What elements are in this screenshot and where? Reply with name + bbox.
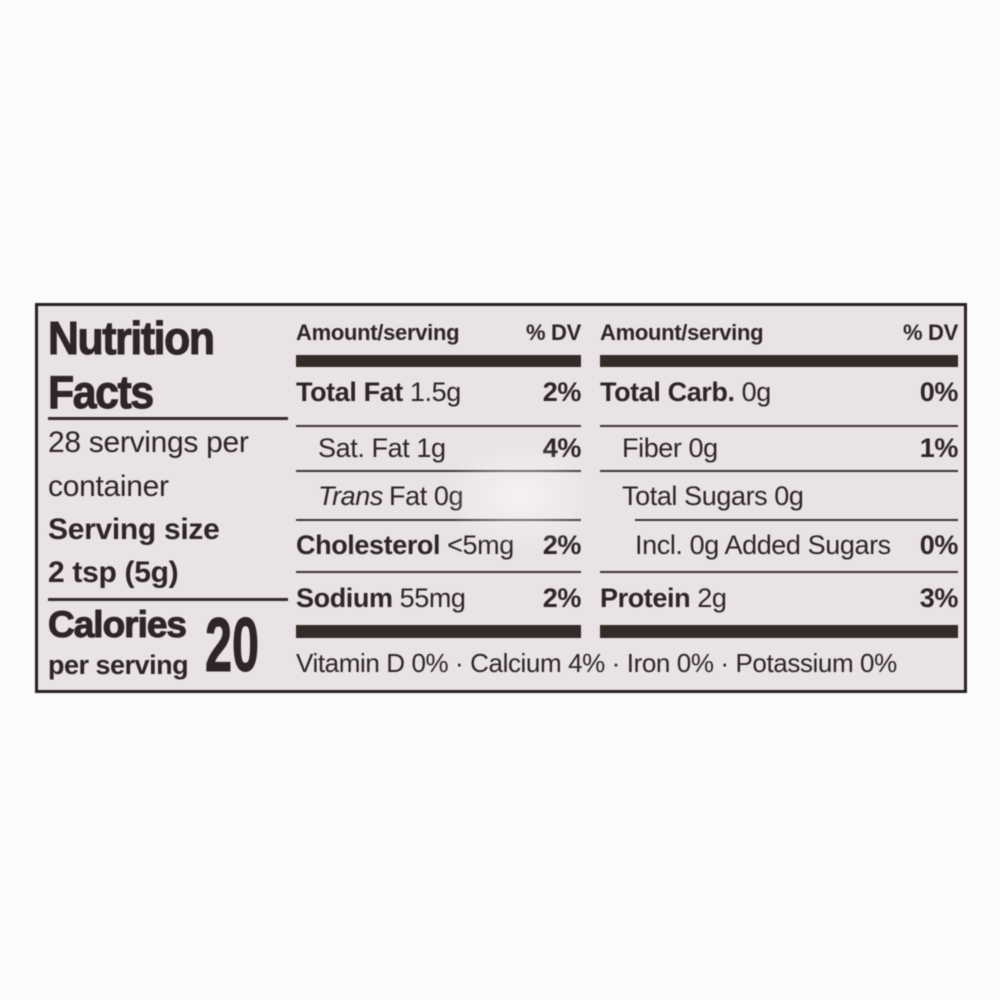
footer-bar [600, 625, 958, 638]
row-separator [296, 470, 581, 472]
nutrient-name-and-amount: Fiber 0g [622, 433, 718, 463]
row-total-fat: Total Fat 1.5g 2% [296, 377, 581, 407]
label-summary-column: Nutrition Facts 28 servings per containe… [47, 306, 288, 690]
nutrient-column-1: Amount/serving % DV Total Fat 1.5g 2% Sat… [296, 306, 581, 690]
header-bar [600, 355, 958, 367]
label-title-line2: Facts [48, 366, 155, 418]
row-separator [600, 571, 958, 573]
column-header-amount: Amount/serving [600, 320, 764, 345]
nutrient-name-and-amount: Trans Fat 0g [318, 481, 464, 511]
calories-per-serving-label: per serving [48, 650, 189, 680]
row-cholesterol: Cholesterol <5mg 2% [296, 530, 581, 560]
nutrient-name-and-amount: Sodium 55mg [296, 583, 466, 613]
row-separator [635, 519, 958, 521]
divider [48, 598, 288, 601]
nutrient-dv: 4% [542, 433, 582, 463]
calories-label: Calories [47, 604, 187, 645]
row-separator [296, 425, 581, 427]
servings-per-container-line1: 28 servings per [48, 426, 249, 459]
label-title-line1: Nutrition [48, 312, 216, 364]
serving-size-value: 2 tsp (5g) [48, 556, 179, 589]
row-separator [296, 519, 581, 521]
servings-per-container-line2: container [48, 470, 169, 503]
vitamins-footer: Vitamin D 0% · Calcium 4% · Iron 0% · Po… [296, 648, 897, 678]
header-bar [296, 355, 581, 367]
row-separator [600, 425, 958, 427]
nutrient-dv: 3% [919, 583, 959, 613]
nutrient-dv: 0% [919, 377, 959, 407]
row-protein: Protein 2g 3% [600, 583, 958, 613]
column-header: Amount/serving % DV [296, 321, 581, 345]
column-header-dv: % DV [525, 320, 581, 345]
nutrient-name-and-amount: Protein 2g [600, 583, 727, 613]
row-sodium: Sodium 55mg 2% [296, 583, 581, 613]
row-total-sugars: Total Sugars 0g [600, 481, 958, 511]
row-separator [296, 571, 581, 573]
nutrient-name-and-amount: Incl. 0g Added Sugars [635, 530, 891, 560]
calories-value: 20 [205, 603, 260, 688]
nutrient-dv: 1% [919, 433, 959, 463]
nutrient-dv: 0% [919, 530, 959, 560]
nutrient-name-and-amount: Total Carb. 0g [600, 377, 771, 407]
nutrient-name-and-amount: Total Fat 1.5g [296, 377, 461, 407]
nutrient-column-2: Amount/serving % DV Total Carb. 0g 0% Fib… [600, 306, 958, 690]
nutrient-dv: 2% [542, 583, 582, 613]
nutrient-dv: 2% [542, 530, 582, 560]
row-fiber: Fiber 0g 1% [600, 433, 958, 463]
row-sat-fat: Sat. Fat 1g 4% [296, 433, 581, 463]
column-header-dv: % DV [902, 320, 958, 345]
divider [48, 417, 288, 420]
nutrient-dv: 2% [542, 377, 582, 407]
footer-bar [296, 625, 581, 638]
column-header-amount: Amount/serving [296, 320, 460, 345]
row-added-sugars: Incl. 0g Added Sugars 0% [600, 530, 958, 560]
column-header: Amount/serving % DV [600, 321, 958, 345]
row-trans-fat: Trans Fat 0g [296, 481, 581, 511]
nutrient-name-and-amount: Sat. Fat 1g [318, 433, 446, 463]
nutrient-name-and-amount: Total Sugars 0g [622, 481, 804, 511]
row-total-carb: Total Carb. 0g 0% [600, 377, 958, 407]
nutrient-name-and-amount: Cholesterol <5mg [296, 530, 514, 560]
nutrition-facts-label: Nutrition Facts 28 servings per containe… [35, 303, 967, 693]
serving-size-label: Serving size [48, 513, 220, 546]
row-separator [600, 470, 958, 472]
